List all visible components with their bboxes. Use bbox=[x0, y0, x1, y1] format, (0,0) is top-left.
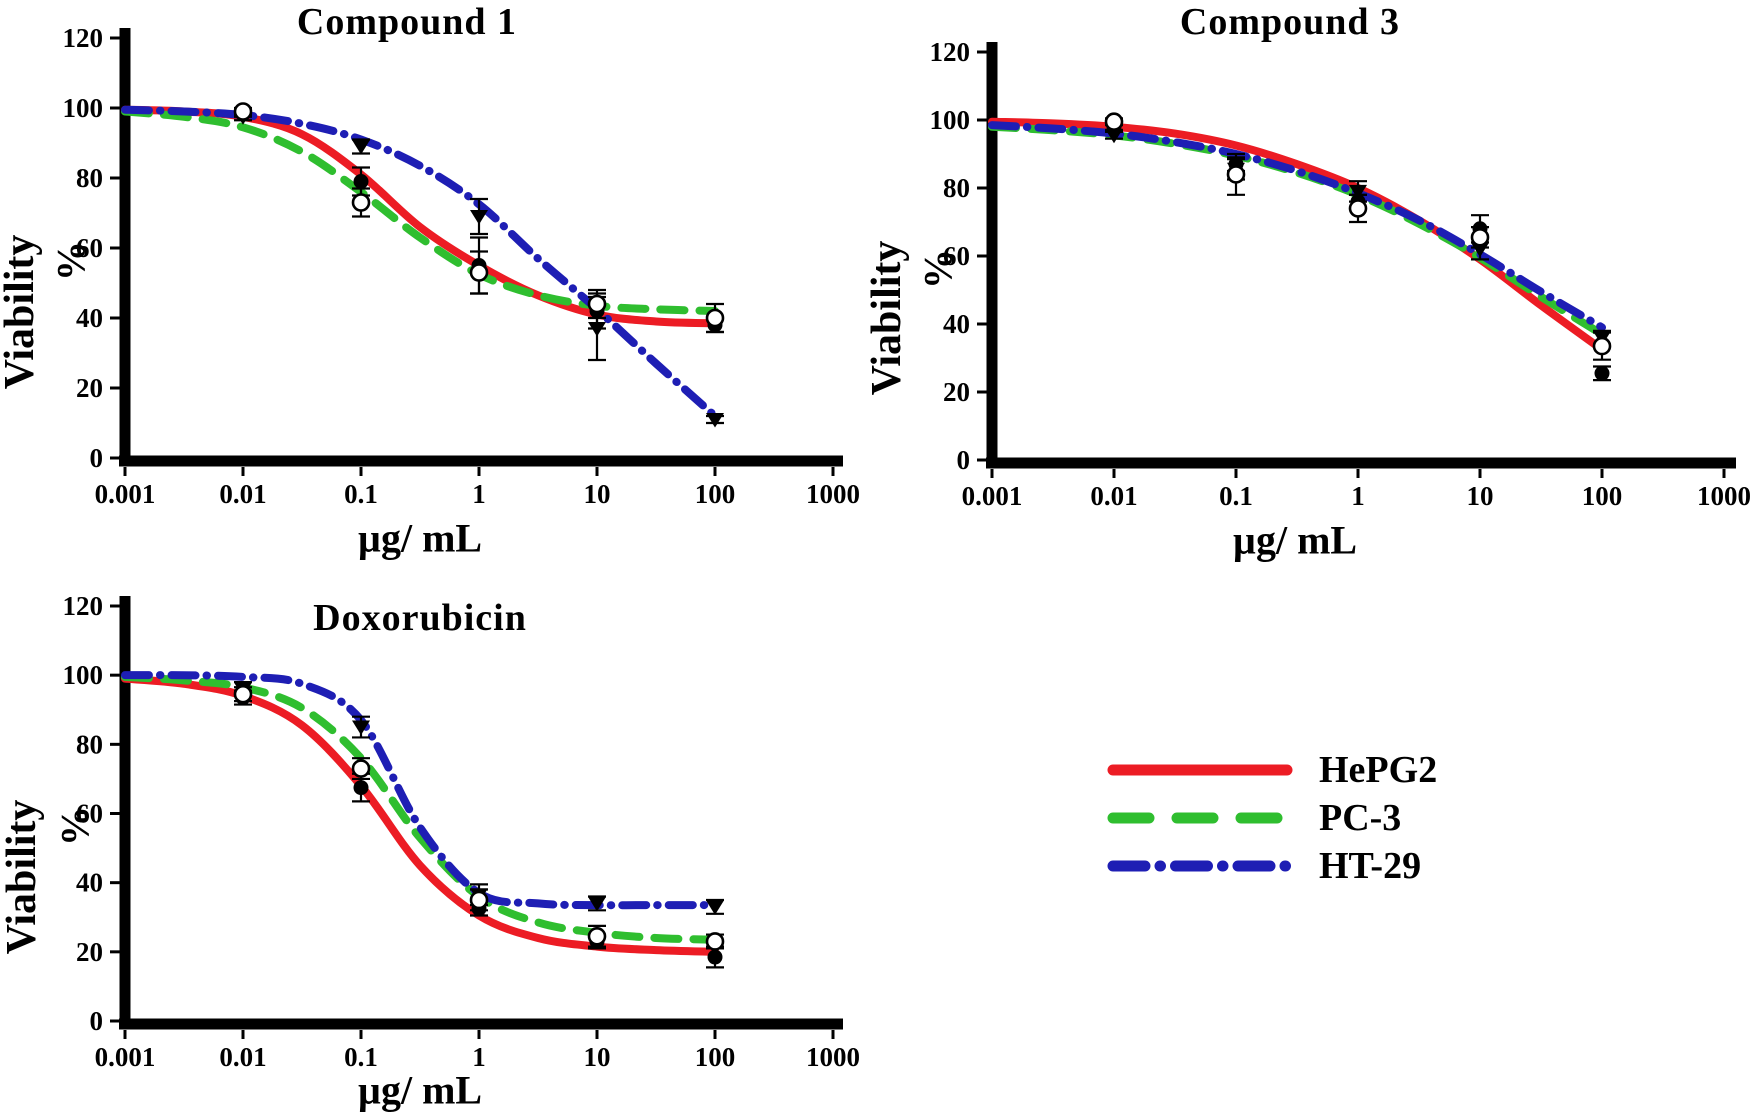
chart-title-compound-3: Compound 3 bbox=[1179, 1, 1401, 43]
x-tick-label: 0.001 bbox=[95, 1042, 156, 1072]
marker-ht-29 bbox=[588, 322, 606, 337]
chart-title-doxorubicin: Doxorubicin bbox=[313, 597, 527, 639]
y-tick-label: 60 bbox=[76, 799, 103, 829]
marker-hepg2 bbox=[1594, 365, 1610, 381]
y-tick-label: 120 bbox=[63, 23, 104, 53]
x-tick-label: 100 bbox=[695, 479, 736, 509]
marker-ht-29 bbox=[1349, 184, 1367, 200]
x-tick-label: 0.1 bbox=[344, 1042, 378, 1072]
marker-hepg2 bbox=[707, 949, 723, 965]
x-tick-label: 1 bbox=[472, 479, 486, 509]
y-tick-label: 20 bbox=[76, 937, 103, 967]
marker-pc-3 bbox=[469, 890, 489, 910]
x-tick-label: 10 bbox=[584, 479, 611, 509]
y-tick-label: 100 bbox=[63, 660, 104, 690]
marker-pc-3 bbox=[1348, 199, 1368, 218]
marker-pc-3 bbox=[705, 308, 725, 328]
marker-pc-3 bbox=[351, 193, 371, 212]
x-tick-label: 1000 bbox=[806, 1042, 860, 1072]
marker-pc-3 bbox=[469, 263, 489, 282]
y-tick-label: 120 bbox=[930, 37, 971, 67]
marker-pc-3 bbox=[1104, 112, 1124, 131]
marker-ht-29 bbox=[706, 900, 724, 915]
y-axis-percent-doxorubicin: % bbox=[52, 806, 98, 846]
x-tick-label: 0.01 bbox=[219, 479, 266, 509]
marker-ht-29 bbox=[588, 896, 606, 912]
x-tick-label: 0.1 bbox=[344, 479, 378, 509]
y-tick-label: 80 bbox=[943, 173, 970, 203]
y-tick-label: 0 bbox=[90, 1006, 104, 1036]
marker-ht-29 bbox=[352, 720, 370, 736]
x-tick-label: 0.001 bbox=[95, 479, 156, 509]
marker-pc-3 bbox=[1592, 336, 1612, 356]
y-tick-label: 0 bbox=[90, 443, 104, 473]
marker-pc-3 bbox=[587, 294, 607, 314]
y-tick-label: 120 bbox=[63, 591, 104, 621]
x-tick-label: 0.1 bbox=[1219, 481, 1253, 511]
curve-ht-29 bbox=[988, 121, 1606, 332]
marker-ht-29 bbox=[1471, 242, 1489, 258]
x-tick-label: 1000 bbox=[1697, 481, 1751, 511]
y-tick-label: 60 bbox=[943, 241, 970, 271]
x-tick-label: 1 bbox=[472, 1042, 486, 1072]
chart-title-compound-1: Compound 1 bbox=[296, 1, 518, 43]
x-tick-label: 1000 bbox=[806, 479, 860, 509]
x-tick-label: 10 bbox=[1467, 481, 1494, 511]
curve-pc-3 bbox=[121, 107, 719, 315]
x-tick-label: 0.01 bbox=[1090, 481, 1137, 511]
y-tick-label: 0 bbox=[957, 445, 971, 475]
marker-ht-29 bbox=[470, 210, 488, 225]
marker-pc-3 bbox=[233, 102, 253, 121]
y-tick-label: 80 bbox=[76, 729, 103, 759]
x-tick-label: 0.001 bbox=[962, 481, 1023, 511]
y-tick-label: 20 bbox=[943, 377, 970, 407]
marker-hepg2 bbox=[353, 780, 369, 796]
x-tick-label: 1 bbox=[1351, 481, 1365, 511]
y-tick-label: 40 bbox=[76, 303, 103, 333]
marker-ht-29 bbox=[352, 140, 370, 155]
marker-hepg2 bbox=[353, 174, 369, 189]
curve-hepg2 bbox=[121, 674, 719, 956]
y-tick-label: 40 bbox=[943, 309, 970, 339]
y-tick-label: 100 bbox=[930, 105, 971, 135]
marker-pc-3 bbox=[1470, 228, 1490, 247]
curve-hepg2 bbox=[988, 117, 1606, 354]
curve-ht-29 bbox=[121, 105, 719, 420]
marker-pc-3 bbox=[705, 932, 725, 951]
y-tick-label: 60 bbox=[76, 233, 103, 263]
marker-ht-29 bbox=[706, 413, 724, 428]
curve-ht-29 bbox=[121, 671, 719, 910]
y-tick-label: 20 bbox=[76, 373, 103, 403]
marker-pc-3 bbox=[233, 684, 253, 704]
x-axis-label-compound-1: µg/ mL bbox=[357, 515, 483, 561]
x-tick-label: 10 bbox=[584, 1042, 611, 1072]
x-tick-label: 0.01 bbox=[219, 1042, 266, 1072]
x-axis-label-doxorubicin: µg/ mL bbox=[357, 1067, 483, 1113]
curve-pc-3 bbox=[121, 672, 719, 944]
curve-pc-3 bbox=[988, 122, 1606, 339]
marker-pc-3 bbox=[1226, 165, 1246, 184]
marker-pc-3 bbox=[351, 759, 371, 778]
x-axis-label-compound-3: µg/ mL bbox=[1232, 517, 1358, 563]
y-axis-label-doxorubicin: Viability bbox=[0, 799, 45, 955]
marker-ht-29 bbox=[1105, 128, 1123, 144]
x-tick-label: 100 bbox=[695, 1042, 736, 1072]
marker-pc-3 bbox=[587, 926, 607, 946]
y-tick-label: 40 bbox=[76, 868, 103, 898]
x-tick-label: 100 bbox=[1582, 481, 1623, 511]
y-tick-label: 100 bbox=[63, 93, 104, 123]
y-tick-label: 80 bbox=[76, 163, 103, 193]
